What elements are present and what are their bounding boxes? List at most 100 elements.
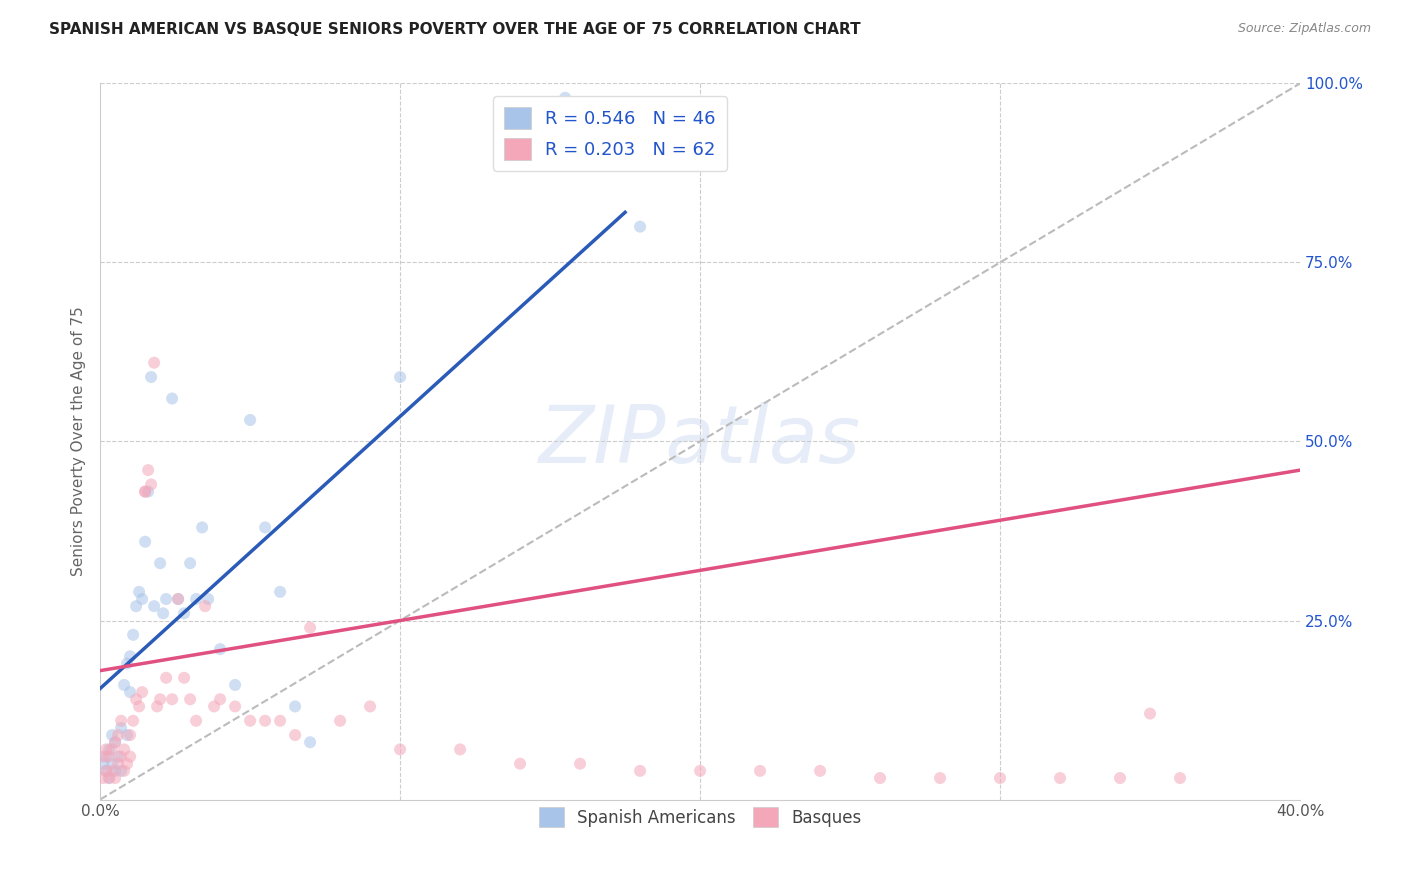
Text: Source: ZipAtlas.com: Source: ZipAtlas.com <box>1237 22 1371 36</box>
Point <box>136 463 159 477</box>
Point <box>149 556 172 570</box>
Point <box>120 728 142 742</box>
Point <box>269 585 291 599</box>
Point <box>125 599 148 614</box>
Point <box>134 484 156 499</box>
Point <box>239 714 262 728</box>
Point <box>115 756 138 771</box>
Point <box>179 556 201 570</box>
Y-axis label: Seniors Poverty Over the Age of 75: Seniors Poverty Over the Age of 75 <box>72 307 86 576</box>
Point <box>160 692 183 706</box>
Point <box>184 714 207 728</box>
Point <box>139 477 162 491</box>
Point <box>149 692 172 706</box>
Point <box>134 534 156 549</box>
Point <box>1168 771 1191 785</box>
Point <box>139 370 162 384</box>
Point <box>91 756 114 771</box>
Point <box>173 671 195 685</box>
Point <box>209 692 232 706</box>
Point <box>184 592 207 607</box>
Point <box>389 742 412 756</box>
Point <box>299 621 322 635</box>
Point <box>191 520 214 534</box>
Point <box>160 392 183 406</box>
Point <box>131 592 153 607</box>
Point <box>254 520 277 534</box>
Point <box>167 592 190 607</box>
Point <box>107 728 129 742</box>
Point <box>173 607 195 621</box>
Point <box>115 728 138 742</box>
Point <box>284 728 307 742</box>
Point <box>112 742 135 756</box>
Point <box>509 105 531 120</box>
Point <box>167 592 190 607</box>
Point <box>299 735 322 749</box>
Point <box>224 678 246 692</box>
Point <box>98 771 121 785</box>
Point <box>101 728 124 742</box>
Point <box>1049 771 1071 785</box>
Point <box>254 714 277 728</box>
Point <box>110 721 132 735</box>
Point <box>101 756 124 771</box>
Point <box>94 749 117 764</box>
Point <box>988 771 1011 785</box>
Point <box>91 749 114 764</box>
Point <box>91 771 114 785</box>
Point <box>131 685 153 699</box>
Point <box>929 771 952 785</box>
Point <box>143 599 166 614</box>
Point <box>98 742 121 756</box>
Point <box>284 699 307 714</box>
Point <box>101 742 124 756</box>
Point <box>104 735 127 749</box>
Point <box>128 585 150 599</box>
Point <box>107 756 129 771</box>
Point <box>120 749 142 764</box>
Point <box>179 692 201 706</box>
Point <box>104 735 127 749</box>
Point <box>359 699 381 714</box>
Point <box>628 764 651 778</box>
Point <box>94 742 117 756</box>
Point <box>143 356 166 370</box>
Text: ZIPatlas: ZIPatlas <box>538 402 860 481</box>
Point <box>125 692 148 706</box>
Point <box>1139 706 1161 721</box>
Point <box>808 764 831 778</box>
Point <box>120 685 142 699</box>
Legend: Spanish Americans, Basques: Spanish Americans, Basques <box>533 800 868 834</box>
Point <box>107 749 129 764</box>
Point <box>155 592 177 607</box>
Point <box>110 714 132 728</box>
Text: SPANISH AMERICAN VS BASQUE SENIORS POVERTY OVER THE AGE OF 75 CORRELATION CHART: SPANISH AMERICAN VS BASQUE SENIORS POVER… <box>49 22 860 37</box>
Point <box>134 484 156 499</box>
Point <box>269 714 291 728</box>
Point <box>449 742 471 756</box>
Point <box>869 771 891 785</box>
Point <box>194 599 217 614</box>
Point <box>1109 771 1132 785</box>
Point <box>389 370 412 384</box>
Point <box>110 749 132 764</box>
Point <box>128 699 150 714</box>
Point <box>202 699 225 714</box>
Point <box>152 607 174 621</box>
Point <box>155 671 177 685</box>
Point <box>112 678 135 692</box>
Point <box>101 764 124 778</box>
Point <box>94 764 117 778</box>
Point <box>209 642 232 657</box>
Point <box>122 714 145 728</box>
Point <box>689 764 711 778</box>
Point <box>98 771 121 785</box>
Point <box>112 764 135 778</box>
Point <box>122 628 145 642</box>
Point <box>98 749 121 764</box>
Point <box>224 699 246 714</box>
Point <box>569 756 592 771</box>
Point <box>329 714 352 728</box>
Point <box>749 764 772 778</box>
